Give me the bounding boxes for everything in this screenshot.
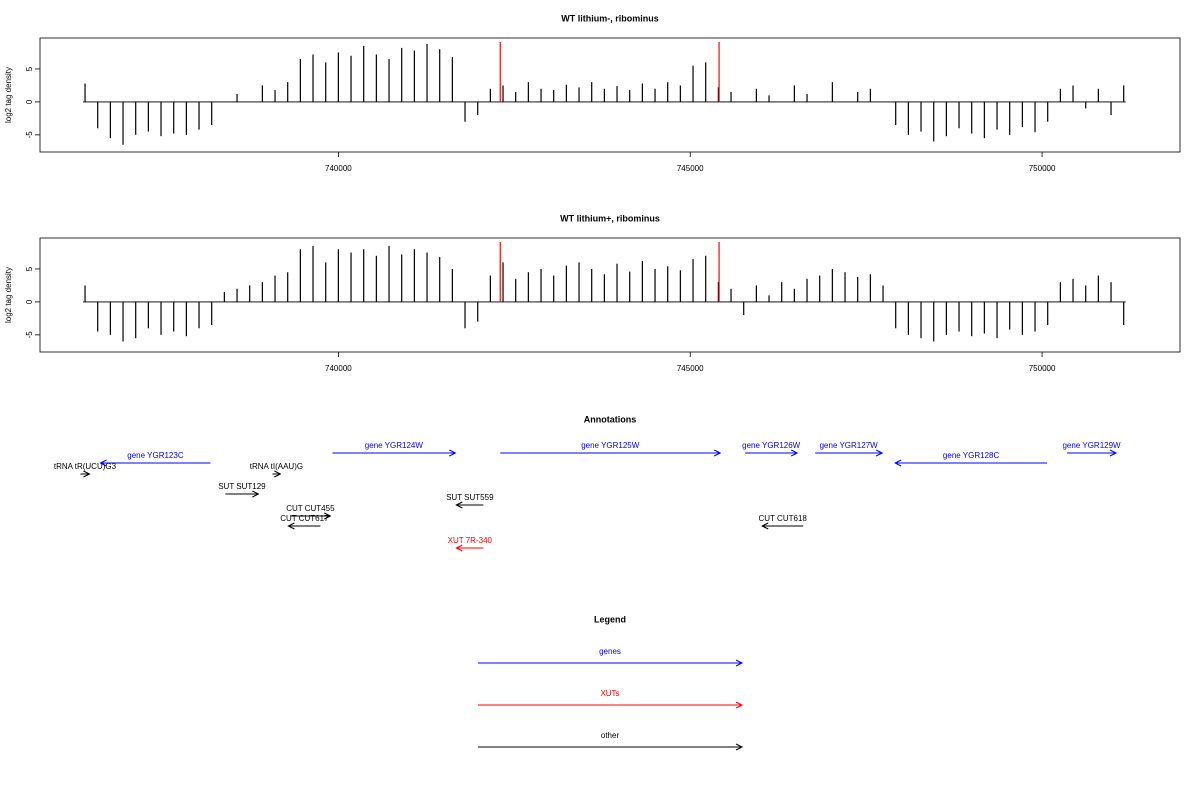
feature-arrow — [225, 490, 260, 498]
y-axis-title: log2 tag density — [4, 267, 13, 323]
legend-label: XUTs — [600, 689, 619, 698]
x-tick-label: 740000 — [325, 164, 352, 173]
y-axis-title: log2 tag density — [4, 67, 13, 123]
plot-frame — [39, 37, 1181, 153]
feature-arrow — [99, 459, 211, 467]
y-tick-label: -5 — [25, 331, 34, 339]
feature-label: gene YGR129W — [1062, 441, 1121, 450]
feature-label: XUT 7R-340 — [448, 536, 493, 545]
x-tick-label: 740000 — [325, 364, 352, 373]
x-tick-label: 745000 — [677, 364, 704, 373]
feature-arrow — [455, 501, 484, 509]
feature-label: gene YGR127W — [820, 441, 879, 450]
feature-arrow — [1067, 449, 1118, 457]
feature-label: tRNA tR(UCU)G3 — [54, 462, 117, 471]
y-tick-label: 0 — [25, 299, 34, 304]
x-tick-label: 750000 — [1029, 164, 1056, 173]
feature-arrow — [478, 701, 744, 709]
feature-label: CUT CUT618 — [759, 514, 808, 523]
feature-arrow — [272, 470, 282, 478]
feature-label: SUT SUT129 — [218, 482, 266, 491]
feature-label: tRNA tI(AAU)G — [250, 462, 303, 471]
feature-arrow — [745, 449, 799, 457]
feature-arrow — [478, 659, 744, 667]
feature-arrow — [500, 449, 722, 457]
chart-title: WT lithium+, ribominus — [560, 213, 660, 223]
x-tick-label: 745000 — [677, 164, 704, 173]
y-tick-label: 0 — [25, 99, 34, 104]
chart-title: WT lithium-, ribominus — [561, 13, 659, 23]
feature-label: CUT CUT617 — [280, 514, 329, 523]
feature-label: gene YGR128C — [943, 451, 1000, 460]
feature-arrow — [80, 470, 91, 478]
feature-arrow — [815, 449, 884, 457]
feature-arrow — [455, 544, 484, 552]
feature-arrow — [894, 459, 1048, 467]
feature-arrow — [478, 743, 744, 751]
annotations-title: Annotations — [584, 414, 637, 424]
y-tick-label: 5 — [25, 266, 34, 271]
feature-label: gene YGR125W — [581, 441, 640, 450]
y-tick-label: 5 — [25, 66, 34, 71]
plot-frame — [39, 237, 1181, 353]
y-tick-label: -5 — [25, 131, 34, 139]
feature-label: gene YGR123C — [127, 451, 184, 460]
legend-title: Legend — [594, 614, 626, 624]
feature-label: CUT CUT455 — [286, 504, 335, 513]
feature-arrow — [290, 512, 332, 520]
legend-label: genes — [599, 647, 621, 656]
feature-label: gene YGR126W — [742, 441, 801, 450]
feature-arrow — [287, 522, 321, 530]
feature-arrow — [761, 522, 804, 530]
legend-label: other — [601, 731, 620, 740]
feature-label: SUT SUT559 — [446, 493, 494, 502]
feature-arrow — [332, 449, 457, 457]
x-tick-label: 750000 — [1029, 364, 1056, 373]
feature-label: gene YGR124W — [365, 441, 424, 450]
